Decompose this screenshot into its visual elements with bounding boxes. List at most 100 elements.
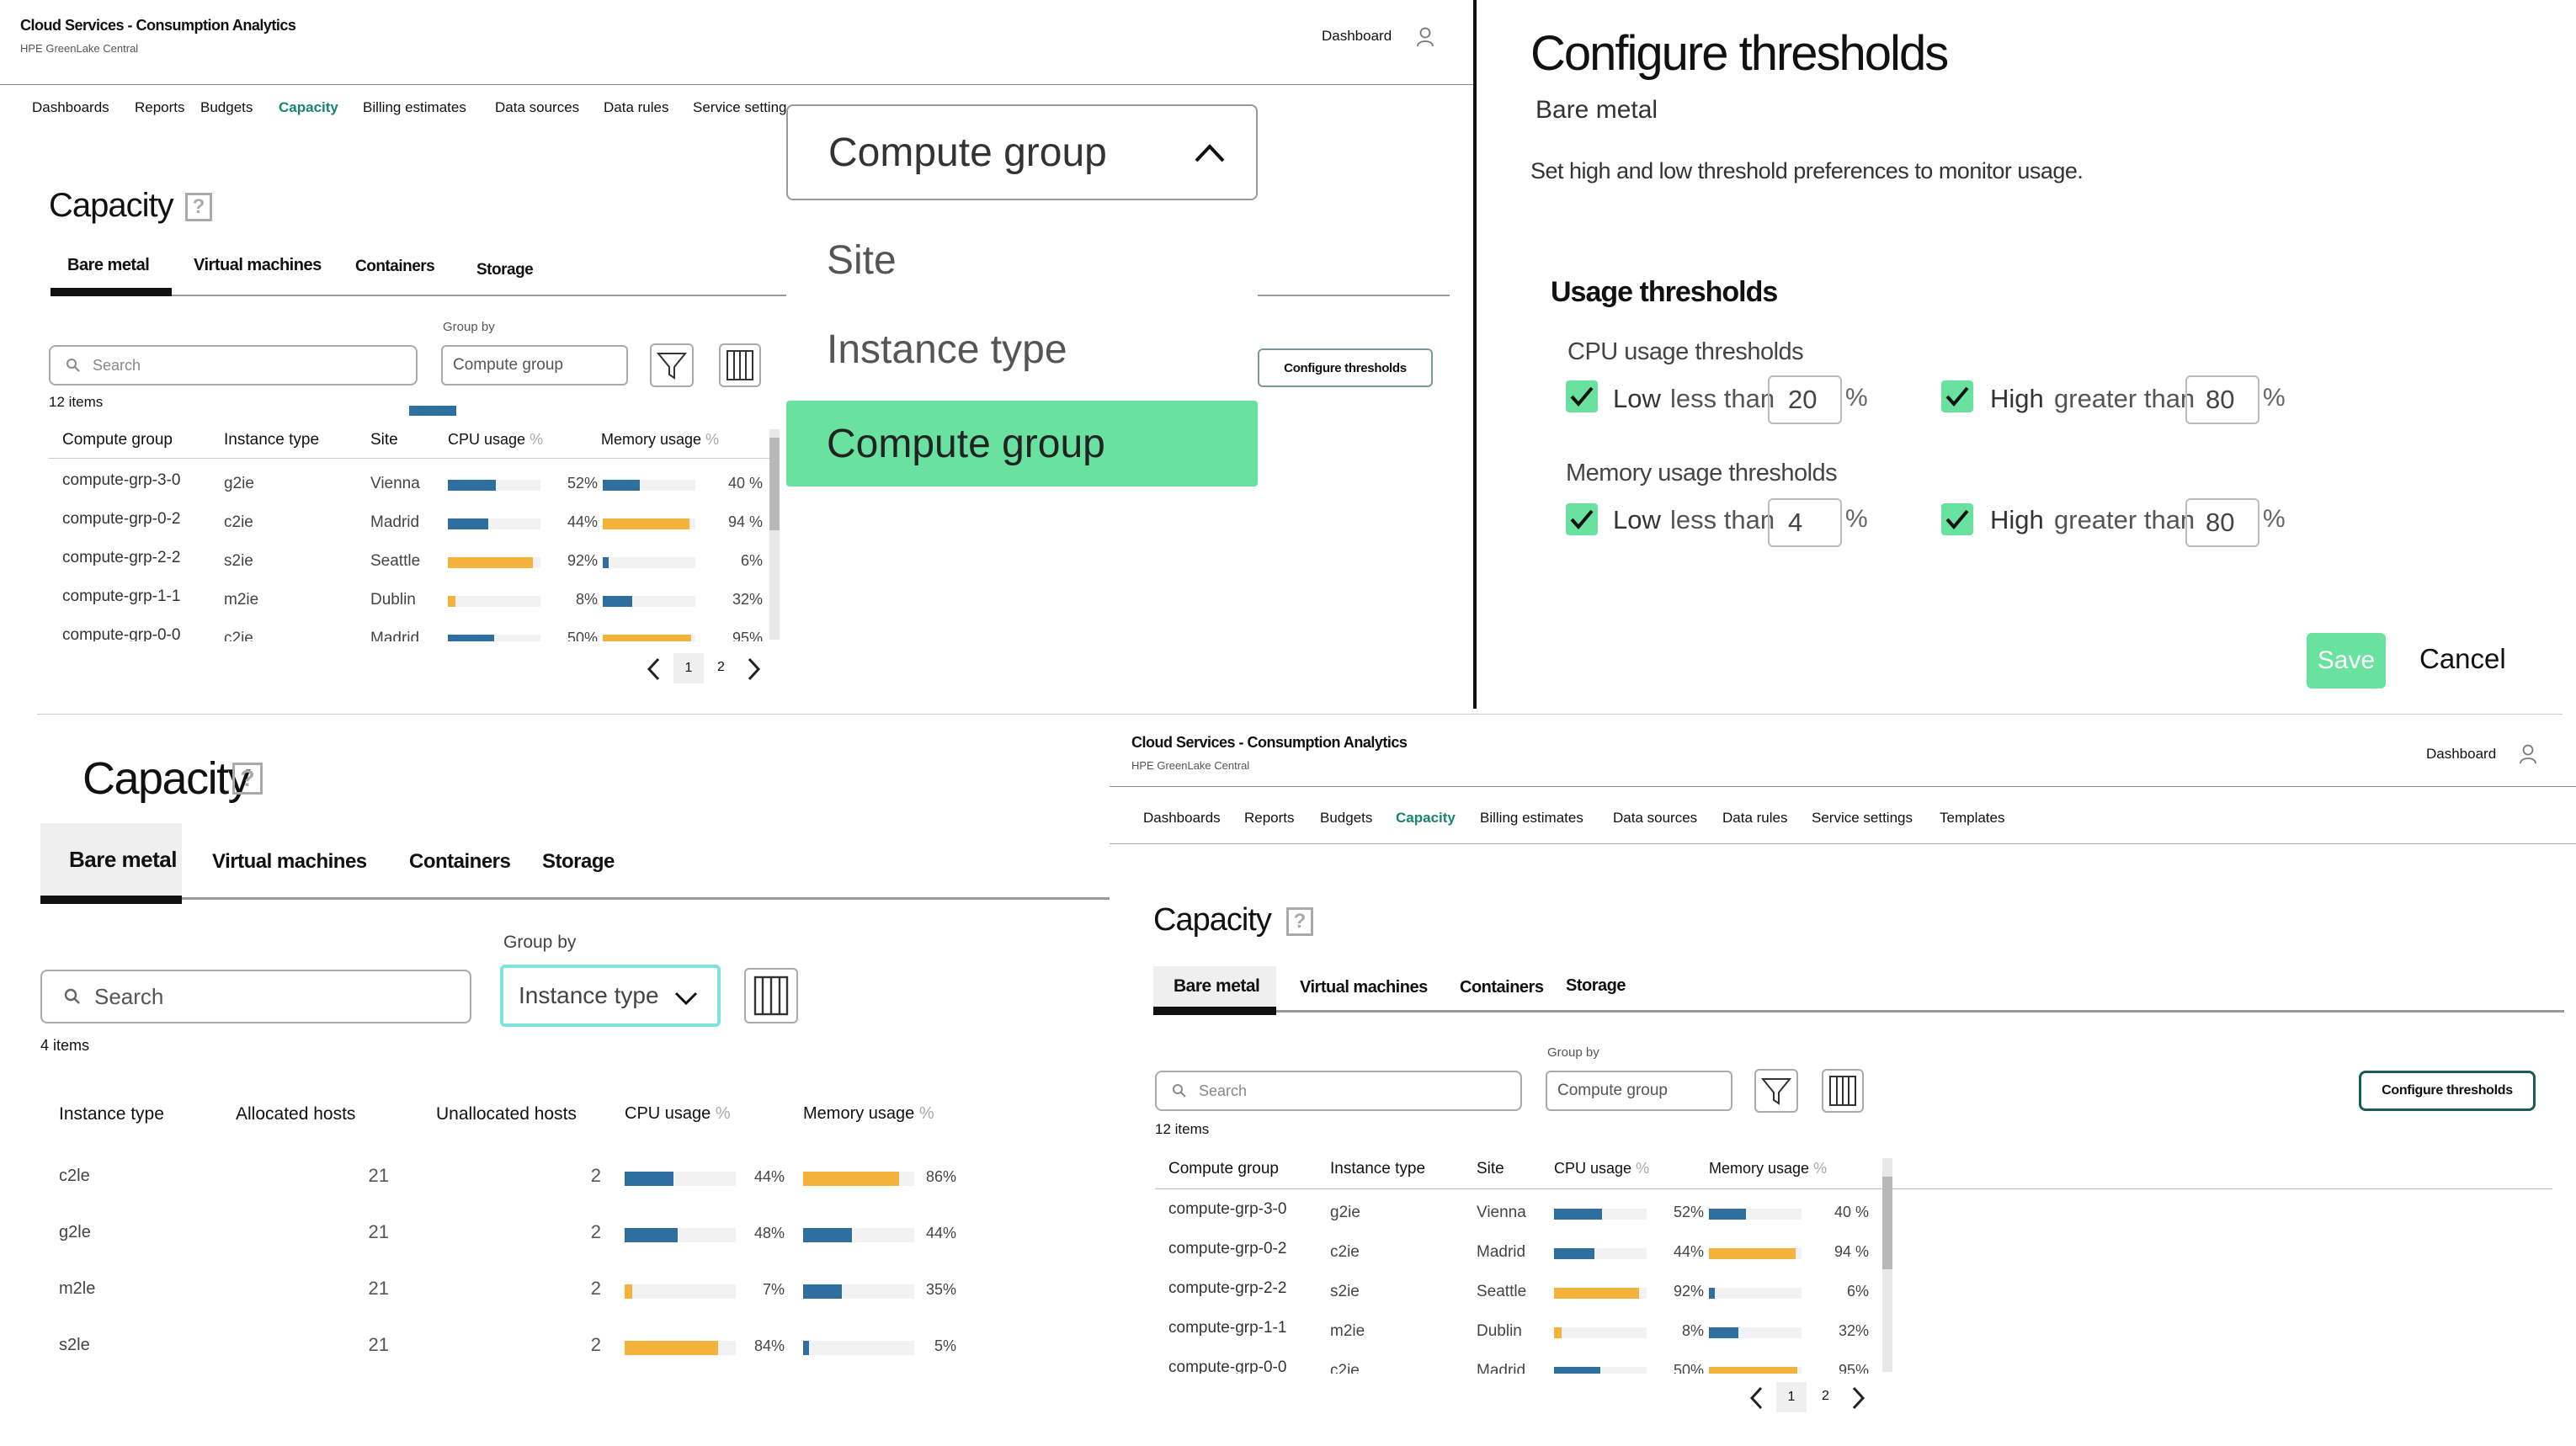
- col-cpu-usage-bottom[interactable]: CPU usage %: [1554, 1160, 1649, 1178]
- group-by-select-instance[interactable]: Instance type: [500, 965, 721, 1027]
- col-allocated-hosts[interactable]: Allocated hosts: [236, 1104, 356, 1124]
- tab-storage-instance[interactable]: Storage: [542, 850, 615, 873]
- nav-templates-bottom[interactable]: Templates: [1940, 810, 2005, 826]
- nav-reports[interactable]: Reports: [135, 99, 185, 115]
- configure-thresholds-button-bottom[interactable]: Configure thresholds: [2359, 1071, 2536, 1111]
- columns-button[interactable]: [719, 343, 761, 387]
- col-site[interactable]: Site: [370, 431, 398, 449]
- nav-capacity[interactable]: Capacity: [279, 99, 338, 115]
- cpu-high-input[interactable]: 80: [2185, 375, 2259, 424]
- columns-button-instance[interactable]: [744, 968, 798, 1023]
- help-icon[interactable]: ?: [1286, 907, 1313, 936]
- cpu-low-input[interactable]: 20: [1768, 375, 1842, 424]
- nav-data-rules[interactable]: Data rules: [604, 99, 669, 115]
- chevron-left-icon[interactable]: [645, 657, 663, 682]
- search-placeholder: Search: [93, 356, 141, 374]
- nav-service-settings-bottom[interactable]: Service settings: [1812, 810, 1913, 826]
- col-instance-type[interactable]: Instance type: [224, 431, 320, 449]
- nav-data-sources[interactable]: Data sources: [495, 99, 580, 115]
- col-unallocated-hosts[interactable]: Unallocated hosts: [436, 1104, 577, 1124]
- app-title-bottom: Cloud Services - Consumption Analytics: [1131, 734, 1408, 751]
- user-icon[interactable]: [1416, 27, 1434, 47]
- nav-dashboards-bottom[interactable]: Dashboards: [1143, 810, 1221, 826]
- tab-virtual-machines-bottom[interactable]: Virtual machines: [1300, 978, 1428, 997]
- page-1-button-bottom[interactable]: 1: [1776, 1382, 1807, 1412]
- tab-virtual-machines[interactable]: Virtual machines: [194, 256, 322, 274]
- save-button[interactable]: Save: [2307, 633, 2386, 688]
- page-1-button[interactable]: 1: [673, 653, 704, 683]
- filter-button[interactable]: [650, 343, 694, 387]
- filter-button-bottom[interactable]: [1754, 1069, 1798, 1113]
- tab-storage-bottom[interactable]: Storage: [1566, 976, 1626, 995]
- col-compute-group[interactable]: Compute group: [62, 431, 173, 449]
- cpu-bar: [1554, 1327, 1562, 1338]
- tab-bare-metal-instance[interactable]: Bare metal: [40, 823, 182, 904]
- page-2-button-bottom[interactable]: 2: [1822, 1389, 1829, 1403]
- help-icon[interactable]: ?: [185, 193, 212, 221]
- memory-bar: [1709, 1367, 1797, 1374]
- nav-dashboards[interactable]: Dashboards: [32, 99, 109, 115]
- dashboard-link[interactable]: Dashboard: [1322, 28, 1392, 44]
- cpu-low-checkbox[interactable]: [1566, 380, 1598, 412]
- memory-bar: [1709, 1209, 1746, 1220]
- dropdown-option-compute-group[interactable]: Compute group: [786, 401, 1258, 486]
- cpu-high-checkbox[interactable]: [1941, 380, 1973, 412]
- nav-billing-estimates-bottom[interactable]: Billing estimates: [1480, 810, 1583, 826]
- help-icon[interactable]: ?: [232, 763, 263, 795]
- memory-high-checkbox[interactable]: [1941, 503, 1973, 535]
- tab-containers-instance[interactable]: Containers: [409, 850, 511, 873]
- search-input-bottom[interactable]: Search: [1155, 1071, 1522, 1111]
- nav-reports-bottom[interactable]: Reports: [1244, 810, 1295, 826]
- col-compute-group-bottom[interactable]: Compute group: [1168, 1160, 1279, 1178]
- table-header-divider: [49, 458, 773, 459]
- tab-containers[interactable]: Containers: [355, 258, 435, 275]
- col-cpu-usage-instance[interactable]: CPU usage %: [625, 1104, 731, 1124]
- vertical-scroll-thumb-bottom[interactable]: [1882, 1177, 1892, 1269]
- memory-high-input[interactable]: 80: [2185, 498, 2259, 547]
- chevron-right-icon[interactable]: [1849, 1385, 1867, 1411]
- col-memory-usage-bottom[interactable]: Memory usage %: [1709, 1160, 1827, 1178]
- cpu-value: 50%: [567, 630, 598, 641]
- vertical-scroll-thumb[interactable]: [769, 438, 780, 530]
- tab-virtual-machines-instance[interactable]: Virtual machines: [212, 850, 367, 873]
- cancel-button[interactable]: Cancel: [2419, 643, 2506, 674]
- cell-compute-group: compute-grp-0-2: [62, 510, 181, 528]
- memory-low-checkbox[interactable]: [1566, 503, 1598, 535]
- col-memory-usage[interactable]: Memory usage %: [601, 431, 719, 449]
- columns-button-bottom[interactable]: [1822, 1069, 1864, 1113]
- cpu-value: 44%: [1673, 1243, 1704, 1260]
- nav-billing-estimates[interactable]: Billing estimates: [363, 99, 466, 115]
- col-site-bottom[interactable]: Site: [1477, 1160, 1504, 1178]
- nav-budgets-bottom[interactable]: Budgets: [1320, 810, 1373, 826]
- nav-capacity-bottom[interactable]: Capacity: [1396, 810, 1456, 826]
- dropdown-option-instance-type[interactable]: Instance type: [827, 327, 1067, 372]
- nav-data-sources-bottom[interactable]: Data sources: [1613, 810, 1698, 826]
- chevron-right-icon[interactable]: [744, 657, 763, 682]
- capacity-table-body-bottom: compute-grp-3-0 g2ie Vienna 52% 40 % compute-…: [1110, 717, 1892, 1374]
- dropdown-option-site[interactable]: Site: [827, 238, 897, 283]
- group-by-select[interactable]: Compute group: [441, 345, 628, 385]
- group-by-select-bottom[interactable]: Compute group: [1546, 1071, 1732, 1111]
- horizontal-scroll-thumb[interactable]: [409, 406, 456, 416]
- nav-service-settings[interactable]: Service setting: [693, 99, 787, 115]
- user-icon[interactable]: [2519, 744, 2537, 764]
- memory-low-input[interactable]: 4: [1768, 498, 1842, 547]
- col-memory-usage-instance[interactable]: Memory usage %: [803, 1104, 934, 1124]
- nav-budgets[interactable]: Budgets: [200, 99, 253, 115]
- col-instance-type-bottom[interactable]: Instance type: [1330, 1160, 1426, 1178]
- chevron-left-icon[interactable]: [1748, 1385, 1766, 1411]
- tab-bare-metal[interactable]: Bare metal: [51, 244, 172, 296]
- dropdown-trigger[interactable]: Compute group: [786, 104, 1258, 200]
- dashboard-link-bottom[interactable]: Dashboard: [2426, 746, 2497, 762]
- nav-data-rules-bottom[interactable]: Data rules: [1722, 810, 1788, 826]
- col-cpu-usage[interactable]: CPU usage %: [448, 431, 543, 449]
- search-input-instance[interactable]: Search: [40, 970, 471, 1023]
- cell-instance-type: c2ie: [1330, 1243, 1360, 1261]
- page-2-button[interactable]: 2: [717, 660, 725, 674]
- configure-thresholds-button[interactable]: Configure thresholds: [1258, 348, 1433, 387]
- tab-bare-metal-bottom[interactable]: Bare metal: [1153, 966, 1276, 1015]
- tab-storage[interactable]: Storage: [476, 261, 534, 279]
- tab-containers-bottom[interactable]: Containers: [1460, 978, 1544, 997]
- col-instance-type-instance[interactable]: Instance type: [59, 1104, 164, 1124]
- search-input[interactable]: Search: [49, 345, 418, 385]
